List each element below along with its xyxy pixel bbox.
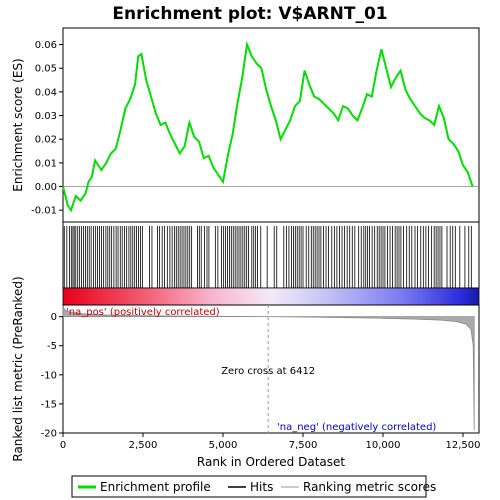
metric-y-tick-label: -5 bbox=[47, 341, 57, 352]
metric-y-tick-label: 0 bbox=[51, 312, 57, 323]
legend-enrichment-label: Enrichment profile bbox=[100, 480, 211, 494]
metric-y-ticks: 0 -5 -10 -15 -20 bbox=[41, 312, 63, 440]
es-y-ticks: -0.01 0.00 0.01 0.02 0.03 0.04 0.05 0.06 bbox=[31, 40, 63, 217]
es-y-tick-label: 0.04 bbox=[35, 87, 57, 98]
ranking-color-bar bbox=[62, 287, 480, 306]
positive-correlation-label: 'na_pos' (positively correlated) bbox=[66, 307, 220, 318]
metric-y-tick-label: -10 bbox=[41, 370, 57, 381]
hits-panel-frame bbox=[62, 221, 480, 289]
enrichment-profile-line bbox=[62, 40, 474, 213]
hits-ticks bbox=[63, 226, 472, 288]
ranking-metric-area bbox=[62, 306, 475, 431]
metric-y-axis-label: Ranked list metric (PreRanked) bbox=[11, 276, 25, 461]
x-tick-label: 0 bbox=[60, 440, 66, 451]
x-tick-label: 7,500 bbox=[289, 440, 318, 451]
x-tick-label: 12,500 bbox=[446, 440, 481, 451]
es-y-axis-label: Enrichment score (ES) bbox=[11, 58, 25, 191]
es-y-tick-label: 0.01 bbox=[35, 158, 57, 169]
es-panel-frame bbox=[62, 27, 480, 223]
legend-box bbox=[71, 475, 427, 498]
legend-metric-label: Ranking metric scores bbox=[303, 480, 436, 494]
x-tick-label: 5,000 bbox=[209, 440, 238, 451]
es-y-tick-label: 0.05 bbox=[35, 64, 57, 75]
metric-panel-frame bbox=[62, 304, 480, 434]
es-y-tick-label: 0.02 bbox=[35, 135, 57, 146]
es-y-tick-label: 0.06 bbox=[35, 40, 57, 51]
x-tick-label: 2,500 bbox=[129, 440, 158, 451]
zero-cross-label: Zero cross at 6412 bbox=[221, 366, 315, 377]
metric-y-tick-label: -20 bbox=[41, 429, 57, 440]
x-axis-label: Rank in Ordered Dataset bbox=[197, 455, 345, 469]
x-tick-label: 10,000 bbox=[366, 440, 401, 451]
negative-correlation-label: 'na_neg' (negatively correlated) bbox=[277, 422, 436, 433]
es-y-tick-label: 0.03 bbox=[35, 111, 57, 122]
chart-title: Enrichment plot: V$ARNT_01 bbox=[112, 4, 387, 24]
metric-x-ticks: 0 2,500 5,000 7,500 10,000 12,500 bbox=[60, 433, 481, 451]
legend-hits-label: Hits bbox=[250, 480, 273, 494]
es-y-tick-label: -0.01 bbox=[31, 206, 57, 217]
metric-y-tick-label: -15 bbox=[41, 399, 57, 410]
es-y-tick-label: 0.00 bbox=[35, 182, 57, 193]
